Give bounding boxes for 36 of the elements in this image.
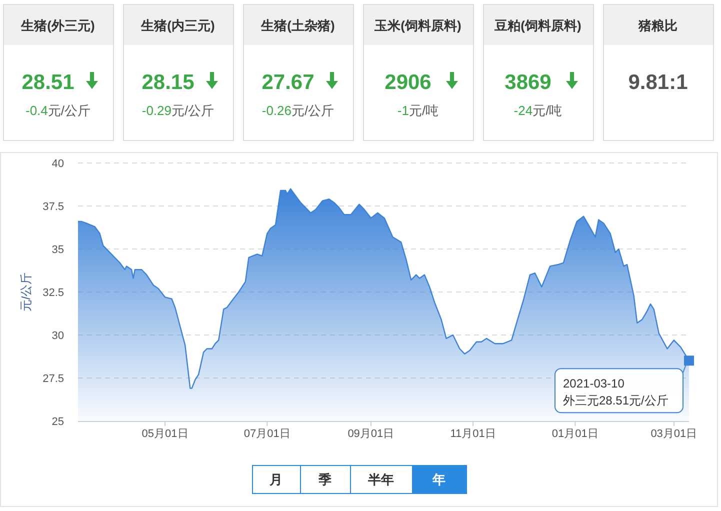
y-tick-label: 25 xyxy=(52,416,64,428)
text: 2906 xyxy=(384,71,432,94)
text: -0.26元/公斤 xyxy=(262,103,334,118)
text: 豆粕(饲料原料) xyxy=(494,18,582,33)
text: 27.67 xyxy=(262,71,314,94)
text: 28.15 xyxy=(142,71,195,94)
y-tick-label: 32.5 xyxy=(42,287,64,299)
text: 猪粮比 xyxy=(638,18,678,33)
text: 半年 xyxy=(367,472,394,487)
text: 生猪(土杂猪) xyxy=(260,18,335,33)
annotation: 2021-03-10 外三元28.51元/公斤 xyxy=(563,376,668,408)
x-tick-label: 05月01日 xyxy=(142,428,188,440)
x-tick-label: 07月01日 xyxy=(244,428,290,440)
y-tick-label: 30 xyxy=(52,330,64,342)
text: 月 xyxy=(268,472,282,487)
y-tick-label: 35 xyxy=(52,244,64,256)
text: 季 xyxy=(318,472,332,487)
text: -0.29元/公斤 xyxy=(142,103,214,118)
text: -1元/吨 xyxy=(397,103,439,118)
text: 生猪(内三元) xyxy=(140,18,215,33)
x-tick-label: 03月01日 xyxy=(650,428,698,440)
y-tick-label: 40 xyxy=(52,158,64,170)
text: 生猪(外三元) xyxy=(20,18,95,33)
y-axis-title: 元/公斤 xyxy=(19,272,33,312)
x-tick-label: 09月01日 xyxy=(348,428,394,440)
text: -0.4元/公斤 xyxy=(25,103,91,118)
text: 玉米(饲料原料) xyxy=(374,18,462,33)
x-tick-label: 01月01日 xyxy=(552,428,598,440)
y-tick-label: 27.5 xyxy=(42,373,64,385)
x-tick-label: 11月01日 xyxy=(450,428,496,440)
text: 3869 xyxy=(504,71,552,94)
text: 28.51 xyxy=(22,71,75,94)
text: 9.81:1 xyxy=(628,71,688,94)
text: 年 xyxy=(432,472,446,487)
y-tick-label: 37.5 xyxy=(42,201,64,213)
text: -24元/吨 xyxy=(514,103,562,118)
